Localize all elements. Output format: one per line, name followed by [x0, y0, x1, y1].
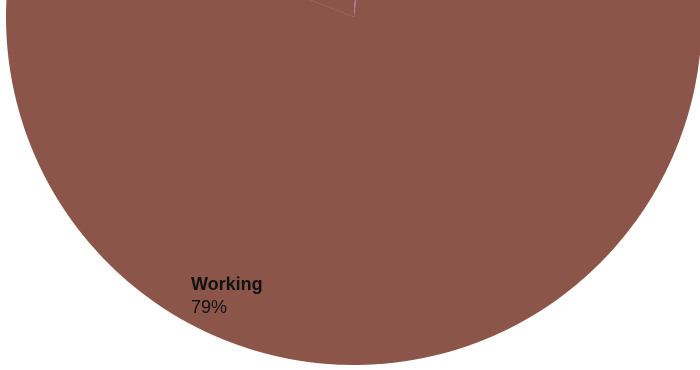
slice-label-working: Working: [191, 274, 263, 294]
slice-value-working: 79%: [191, 297, 227, 317]
pie-slice-other: [310, 0, 355, 17]
pie-slice-small-1: [354, 0, 355, 17]
pie-slice-small-2: [354, 0, 357, 17]
pie-slices: [6, 0, 700, 365]
pie-slice-working: [6, 0, 700, 365]
